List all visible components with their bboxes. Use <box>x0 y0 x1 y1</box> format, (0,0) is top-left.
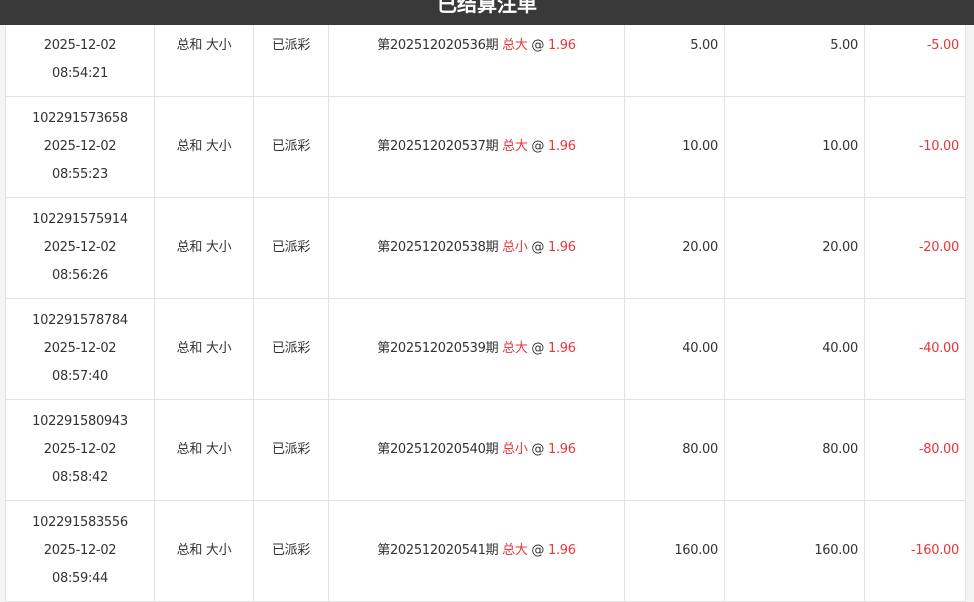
period: 第202512020539期 <box>377 341 499 356</box>
bet-content-cell: 第202512020540期 总小 @ 1.96 <box>328 399 625 501</box>
valid-amount-cell: 20.00 <box>724 197 865 299</box>
bet-time: 08:55:23 <box>52 167 108 182</box>
period: 第202512020540期 <box>377 442 499 457</box>
bet-id: 102291575914 <box>32 212 128 227</box>
valid-amount-cell: 10.00 <box>724 96 865 198</box>
odds: 1.96 <box>547 139 576 154</box>
at-sign: @ <box>531 442 545 457</box>
at-sign: @ <box>531 240 545 255</box>
bet-date: 2025-12-02 <box>43 543 117 558</box>
bet-content-cell: 第202512020538期 总小 @ 1.96 <box>328 197 625 299</box>
at-sign: @ <box>531 543 545 558</box>
bet-amount-cell: 40.00 <box>624 298 725 400</box>
bet-id-time-cell: 102291578784 2025-12-02 08:57:40 <box>5 298 155 400</box>
bet-id: 102291583556 <box>32 515 128 530</box>
table-row: 102291573658 2025-12-02 08:55:23 总和 大小 已… <box>5 96 966 198</box>
table-row: 102291578784 2025-12-02 08:57:40 总和 大小 已… <box>5 298 966 400</box>
bet-content-cell: 第202512020537期 总大 @ 1.96 <box>328 96 625 198</box>
game-type-cell: 总和 大小 <box>154 500 254 602</box>
period: 第202512020537期 <box>377 139 499 154</box>
status-cell: 已派彩 <box>253 399 329 501</box>
bet-id: 102291573658 <box>32 111 128 126</box>
odds: 1.96 <box>547 240 576 255</box>
pick: 总大 <box>502 341 528 356</box>
period: 第202512020541期 <box>377 543 499 558</box>
pick: 总大 <box>502 543 528 558</box>
bet-amount-cell: 80.00 <box>624 399 725 501</box>
game-type-cell: 总和 大小 <box>154 399 254 501</box>
bet-id-time-cell: 102291573658 2025-12-02 08:55:23 <box>5 96 155 198</box>
pick: 总大 <box>502 38 528 53</box>
table-row: 102291575914 2025-12-02 08:56:26 总和 大小 已… <box>5 197 966 299</box>
bet-date: 2025-12-02 <box>43 38 117 53</box>
bet-id-time-cell: 102291575914 2025-12-02 08:56:26 <box>5 197 155 299</box>
page-title: 已结算注单 <box>437 0 537 16</box>
pick: 总小 <box>502 442 528 457</box>
bet-amount-cell: 10.00 <box>624 96 725 198</box>
game-type-cell: 总和 大小 <box>154 96 254 198</box>
result-cell: -40.00 <box>864 298 966 400</box>
bet-id: 102291578784 <box>32 313 128 328</box>
bet-date: 2025-12-02 <box>43 139 117 154</box>
bet-amount-cell: 160.00 <box>624 500 725 602</box>
at-sign: @ <box>531 139 545 154</box>
page-header: 已结算注单 <box>0 0 974 25</box>
bet-content-cell: 第202512020539期 总大 @ 1.96 <box>328 298 625 400</box>
bet-time: 08:54:21 <box>52 66 108 81</box>
status-cell: 已派彩 <box>253 500 329 602</box>
result-cell: -160.00 <box>864 500 966 602</box>
odds: 1.96 <box>547 341 576 356</box>
pick: 总大 <box>502 139 528 154</box>
bet-amount-cell: 20.00 <box>624 197 725 299</box>
valid-amount-cell: 80.00 <box>724 399 865 501</box>
status-cell: 已派彩 <box>253 197 329 299</box>
valid-amount-cell: 160.00 <box>724 500 865 602</box>
result-cell: -20.00 <box>864 197 966 299</box>
period: 第202512020538期 <box>377 240 499 255</box>
bet-date: 2025-12-02 <box>43 442 117 457</box>
result-cell: -10.00 <box>864 96 966 198</box>
table-row: 102291580943 2025-12-02 08:58:42 总和 大小 已… <box>5 399 966 501</box>
status-cell: 已派彩 <box>253 298 329 400</box>
odds: 1.96 <box>547 38 576 53</box>
at-sign: @ <box>531 341 545 356</box>
bet-id-time-cell: 102291583556 2025-12-02 08:59:44 <box>5 500 155 602</box>
bets-table-container: 102291570000 2025-12-02 08:54:21 总和 大小 已… <box>5 0 966 602</box>
valid-amount-cell: 40.00 <box>724 298 865 400</box>
bet-content-cell: 第202512020541期 总大 @ 1.96 <box>328 500 625 602</box>
at-sign: @ <box>531 38 545 53</box>
bet-time: 08:59:44 <box>52 571 108 586</box>
bet-time: 08:58:42 <box>52 470 108 485</box>
status-cell: 已派彩 <box>253 96 329 198</box>
result-cell: -80.00 <box>864 399 966 501</box>
bet-date: 2025-12-02 <box>43 341 117 356</box>
bet-id-time-cell: 102291580943 2025-12-02 08:58:42 <box>5 399 155 501</box>
odds: 1.96 <box>547 442 576 457</box>
bet-time: 08:57:40 <box>52 369 108 384</box>
bet-id: 102291580943 <box>32 414 128 429</box>
odds: 1.96 <box>547 543 576 558</box>
pick: 总小 <box>502 240 528 255</box>
game-type-cell: 总和 大小 <box>154 197 254 299</box>
period: 第202512020536期 <box>377 38 499 53</box>
bet-time: 08:56:26 <box>52 268 108 283</box>
table-row: 102291583556 2025-12-02 08:59:44 总和 大小 已… <box>5 500 966 602</box>
bet-date: 2025-12-02 <box>43 240 117 255</box>
game-type-cell: 总和 大小 <box>154 298 254 400</box>
bets-table: 102291570000 2025-12-02 08:54:21 总和 大小 已… <box>5 0 966 602</box>
